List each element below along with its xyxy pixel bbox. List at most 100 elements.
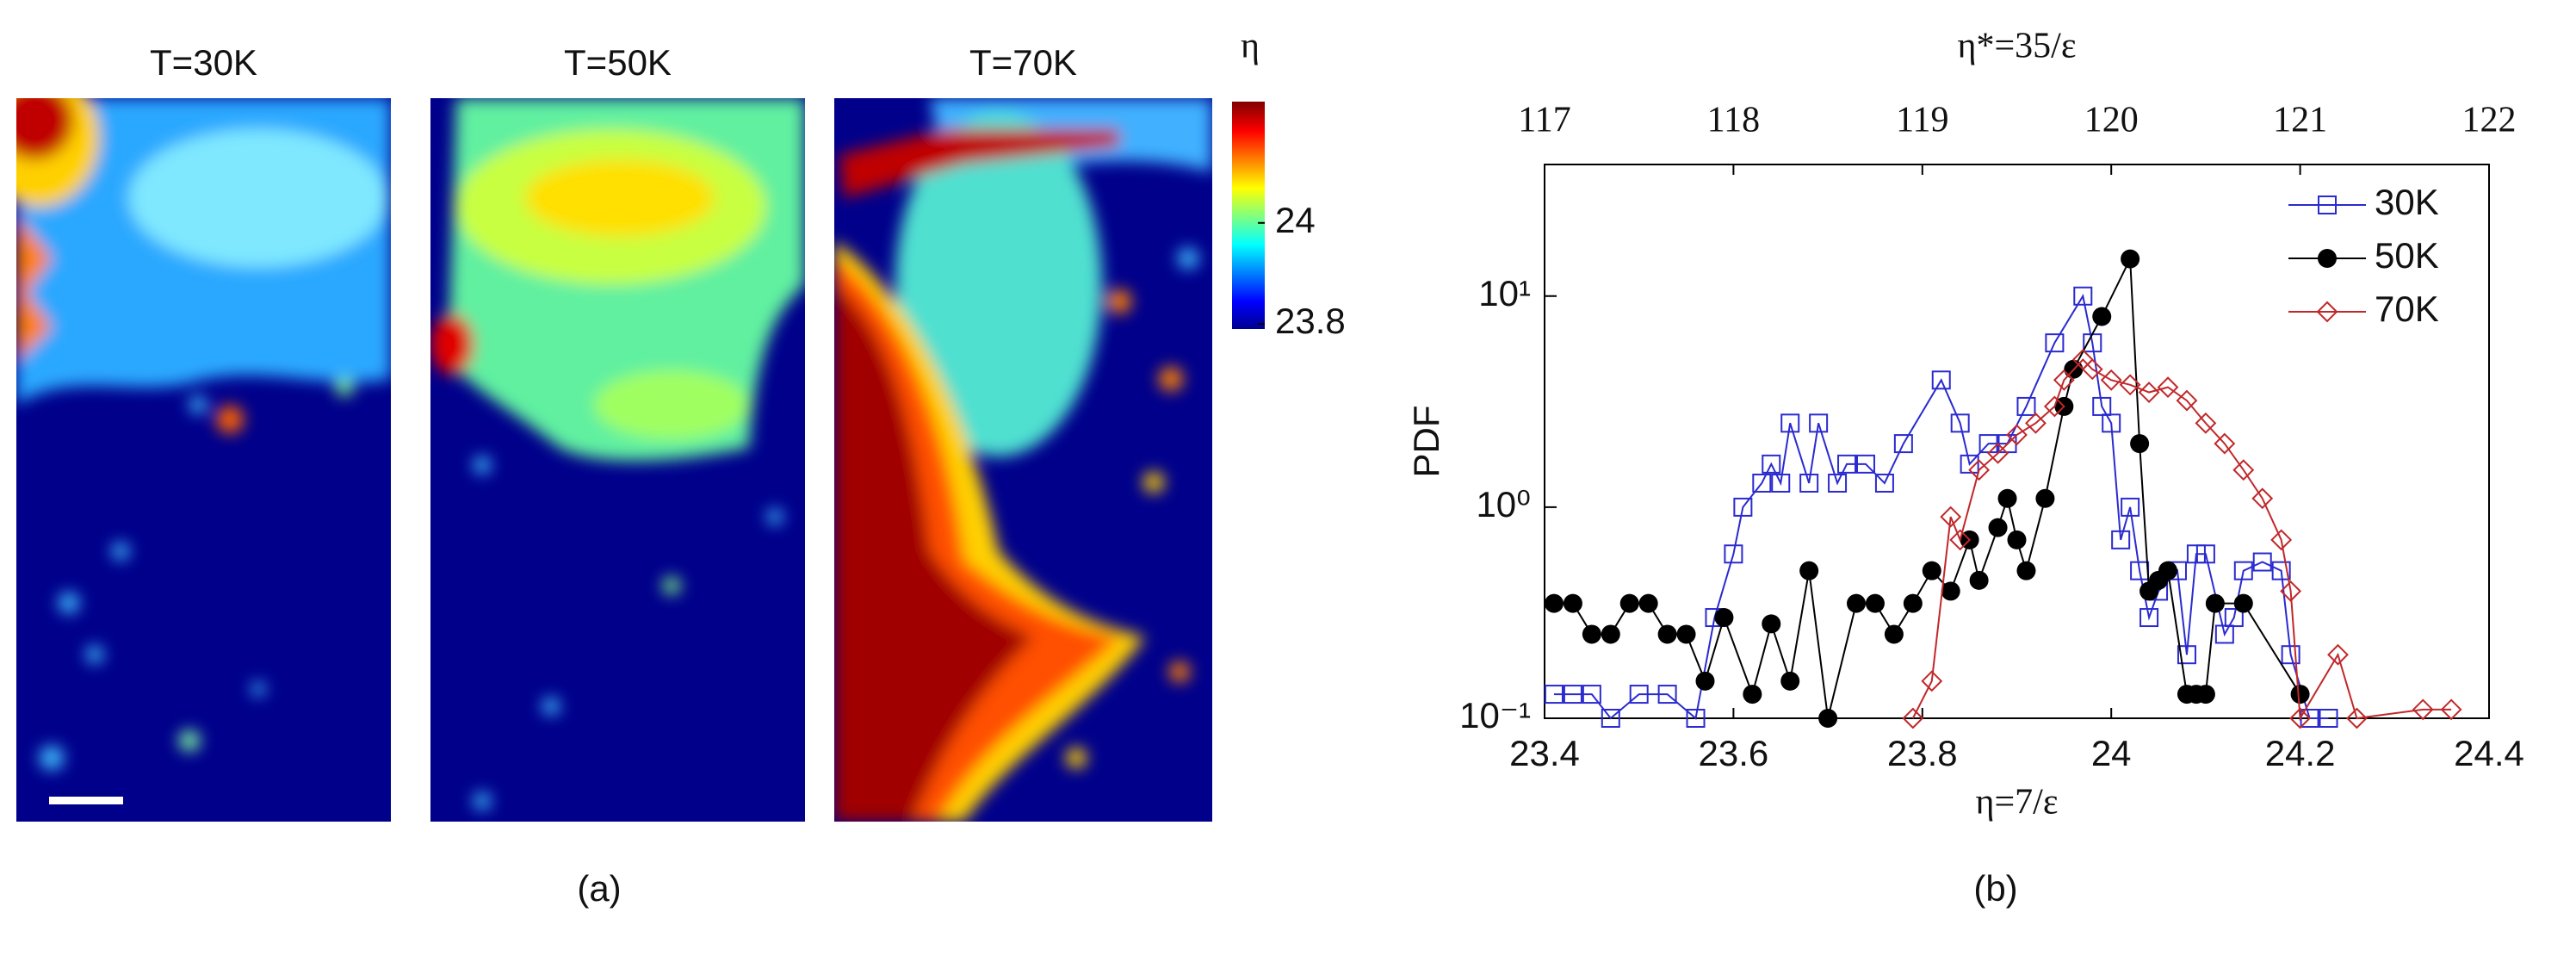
marker	[2053, 369, 2075, 391]
marker	[1563, 685, 1582, 704]
plot-area	[1544, 249, 2462, 729]
marker	[1714, 608, 1734, 628]
panel-title: T=30K	[150, 42, 257, 83]
marker	[2232, 459, 2255, 481]
marker	[1799, 561, 1819, 580]
marker	[2139, 608, 2159, 628]
marker	[2205, 593, 2225, 613]
y-tick-label: 10⁰	[1476, 484, 1531, 524]
marker	[1780, 671, 1800, 691]
series-line	[1553, 294, 2329, 720]
marker	[1780, 413, 1800, 433]
marker	[2195, 544, 2215, 564]
marker	[1544, 685, 1564, 704]
marker	[1921, 670, 1943, 692]
x2-tick-label: 122	[2462, 101, 2517, 140]
marker	[2271, 561, 2291, 580]
x-tick-label: 24	[2091, 733, 2132, 773]
marker	[2081, 358, 2103, 381]
marker	[1733, 497, 1753, 517]
marker	[2195, 685, 2215, 704]
colorbar-tick-label: 24	[1275, 200, 1316, 240]
marker	[1724, 544, 1743, 564]
marker	[2281, 645, 2300, 665]
marker	[1818, 709, 1838, 728]
panel-title: T=70K	[969, 42, 1077, 83]
colorbar-label: η	[1241, 27, 1260, 66]
marker	[1743, 685, 1762, 704]
marker	[1968, 459, 1991, 481]
marker	[1582, 685, 1601, 704]
marker	[2102, 413, 2121, 433]
series-line	[1911, 358, 2452, 722]
marker	[2440, 698, 2462, 721]
marker	[1855, 454, 1875, 474]
marker	[2176, 389, 2198, 412]
x2-tick-label: 117	[1518, 101, 1570, 140]
marker	[2016, 396, 2036, 416]
marker	[2158, 561, 2178, 580]
legend-label: 70K	[2375, 289, 2439, 329]
marker	[1922, 561, 1941, 580]
x-axis-label: η=7/ε	[1976, 783, 2059, 822]
marker	[2195, 412, 2217, 434]
caption: (b)	[1973, 868, 2017, 909]
marker	[2045, 333, 2065, 353]
heatmap-image	[430, 98, 805, 822]
marker	[2252, 552, 2272, 572]
marker	[2327, 643, 2349, 666]
marker	[1676, 624, 1696, 644]
marker	[2251, 487, 2274, 510]
marker	[1828, 473, 1848, 493]
x2-tick-label: 121	[2273, 101, 2327, 140]
caption: (a)	[577, 868, 621, 909]
marker	[2280, 580, 2302, 602]
marker	[1893, 434, 1913, 454]
marker	[2016, 561, 2036, 580]
marker	[2043, 395, 2065, 418]
marker	[1903, 593, 1923, 613]
marker	[1949, 529, 1972, 551]
marker	[1657, 624, 1677, 644]
marker	[1762, 614, 1781, 634]
legend-label: 50K	[2375, 235, 2439, 276]
x-tick-label: 23.6	[1699, 733, 1769, 773]
marker	[1771, 473, 1791, 493]
marker	[2289, 707, 2312, 729]
marker	[2412, 698, 2434, 721]
marker	[1988, 518, 2008, 537]
y-tick-label: 10¹	[1478, 273, 1531, 313]
marker	[2346, 707, 2368, 729]
marker	[2319, 709, 2338, 728]
marker	[2270, 529, 2293, 551]
marker	[1931, 370, 1951, 390]
marker	[2224, 608, 2244, 628]
marker	[1902, 707, 1924, 729]
marker	[1960, 454, 1979, 474]
marker	[1657, 685, 1677, 704]
marker	[1629, 685, 1649, 704]
marker	[1686, 709, 1706, 728]
marker	[1969, 570, 1989, 590]
marker	[1884, 624, 1904, 644]
marker	[2233, 593, 2253, 613]
marker	[1762, 454, 1781, 474]
marker	[2006, 424, 2028, 446]
marker	[1544, 593, 1564, 613]
marker	[1601, 624, 1620, 644]
marker	[1997, 488, 2017, 508]
marker	[1695, 671, 1715, 691]
marker	[2092, 307, 2112, 326]
marker	[2177, 645, 2196, 665]
x-tick-label: 24.4	[2454, 733, 2524, 773]
marker	[1638, 593, 1658, 613]
marker	[2100, 369, 2122, 391]
marker	[2290, 685, 2310, 704]
marker	[2121, 249, 2140, 269]
marker	[1941, 581, 1960, 601]
marker	[2111, 530, 2131, 549]
marker	[2138, 382, 2160, 403]
marker	[2233, 561, 2253, 580]
